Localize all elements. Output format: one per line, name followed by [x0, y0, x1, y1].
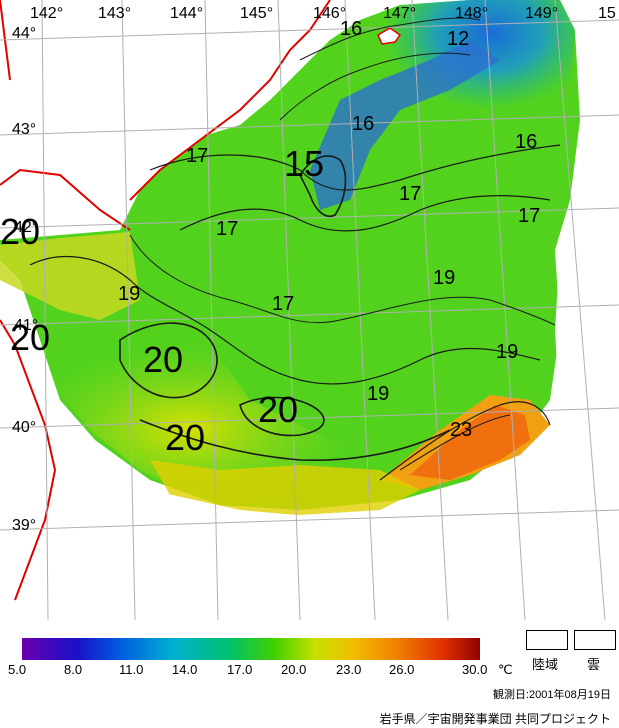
- coastal-warm: [0, 232, 140, 320]
- lon-label-145: 145°: [240, 5, 273, 22]
- contour-label: 20: [0, 211, 40, 252]
- lon-label-143: 143°: [98, 5, 131, 22]
- color-bar-tick: 5.0: [8, 662, 27, 677]
- contour-label: 20: [10, 317, 50, 358]
- lon-label-147: 147°: [383, 5, 416, 22]
- lat-label-44: 44°: [12, 25, 36, 42]
- contour-label: 17: [518, 205, 540, 227]
- coastline-honshu: [0, 319, 57, 601]
- contour-label: 17: [272, 293, 294, 315]
- lon-label-142: 142°: [30, 5, 63, 22]
- contour-label: 12: [447, 28, 469, 50]
- lon-label-149: 149°: [525, 5, 558, 22]
- color-bar-tick: 23.0: [336, 662, 362, 677]
- color-bar-tick: 17.0: [227, 662, 253, 677]
- land-swatch: [526, 630, 568, 650]
- contour-label: 19: [496, 341, 518, 363]
- color-bar-tick: 8.0: [64, 662, 83, 677]
- observation-date: 観測日:2001年08月19日: [493, 689, 611, 701]
- color-bar-tick: 14.0: [172, 662, 198, 677]
- contour-label: 16: [352, 113, 374, 135]
- lat-label-39: 39°: [12, 517, 36, 534]
- color-bar-tick: 30.0: [462, 662, 488, 677]
- contour-label: 23: [450, 419, 472, 441]
- contour-label: 16: [340, 18, 362, 40]
- contour-label: 20: [165, 417, 205, 458]
- sst-map-svg: 142° 143° 144° 145° 146° 147° 148° 149° …: [0, 0, 619, 620]
- cold-tongue: [310, 40, 500, 210]
- lat-label-43: 43°: [12, 121, 36, 138]
- cloud-south: [60, 430, 619, 620]
- credit-line: 岩手県／宇宙開発事業団 共同プロジェクト: [379, 712, 611, 726]
- contour-label: 15: [284, 143, 324, 184]
- lon-label-144: 144°: [170, 5, 203, 22]
- contour-label: 17: [399, 183, 421, 205]
- legend: 5.0 8.0 11.0 14.0 17.0 20.0 23.0 26.0 30…: [0, 620, 619, 728]
- contour-label: 19: [433, 267, 455, 289]
- lon-label-148: 148°: [455, 5, 488, 22]
- contour-label: 19: [367, 383, 389, 405]
- contour-label: 17: [186, 145, 208, 167]
- warm-core-inner: [410, 405, 530, 480]
- contour-label: 20: [143, 339, 183, 380]
- lat-label-40: 40°: [12, 419, 36, 436]
- contour-label: 17: [216, 218, 238, 240]
- color-bar-tick: 11.0: [119, 662, 144, 677]
- contour-label: 20: [258, 389, 298, 430]
- cloud-label: 雲: [587, 657, 601, 672]
- hokkaido-land: [0, 0, 330, 210]
- contour-label: 16: [515, 131, 537, 153]
- land-label: 陸域: [532, 657, 559, 672]
- honshu-land: [0, 330, 55, 620]
- lon-label-150: 15: [598, 5, 616, 22]
- color-bar-tick: 20.0: [281, 662, 307, 677]
- graticule: [0, 0, 619, 620]
- cloud-swatch: [574, 630, 616, 650]
- south-yellow: [150, 460, 420, 515]
- temperature-color-bar: [22, 638, 480, 660]
- lon-label-146: 146°: [313, 5, 346, 22]
- cloud-east: [555, 0, 619, 430]
- lat-label-42: 42°: [14, 219, 38, 236]
- color-bar-tick: 26.0: [389, 662, 415, 677]
- contour-label: 19: [118, 283, 140, 305]
- isotherm-contours: [29, 17, 561, 481]
- temperature-unit: ℃: [498, 662, 513, 677]
- coastline-island: [377, 27, 402, 45]
- sst-map: 142° 143° 144° 145° 146° 147° 148° 149° …: [0, 0, 619, 620]
- lat-label-41: 41°: [14, 317, 38, 334]
